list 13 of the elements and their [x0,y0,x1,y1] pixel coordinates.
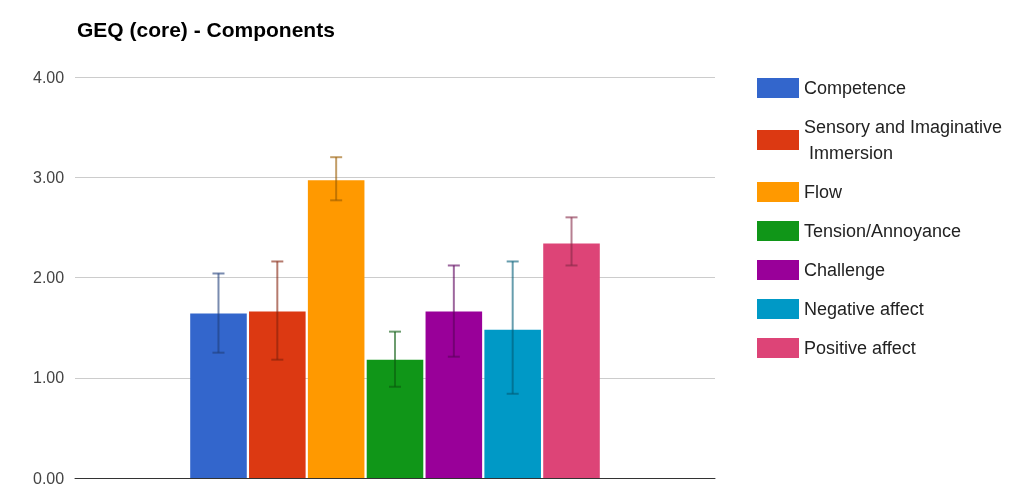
legend-label: Positive affect [804,338,916,358]
legend-label: Negative affect [804,299,924,319]
y-tick-label: 0.00 [33,469,65,486]
legend-label: Sensory and Imaginative Immersion [804,117,1003,163]
legend-label: Challenge [804,260,886,280]
y-tick-label: 4.00 [33,68,65,86]
legend-label: Tension/Annoyance [804,221,962,241]
y-tick-label: 3.00 [33,168,65,186]
chart-title: GEQ (core) - Components [77,18,335,41]
legend-label: Flow [804,182,843,202]
legend-label: Competence [804,78,907,98]
y-tick-label: 1.00 [33,369,65,387]
y-tick-label: 2.00 [33,269,65,286]
